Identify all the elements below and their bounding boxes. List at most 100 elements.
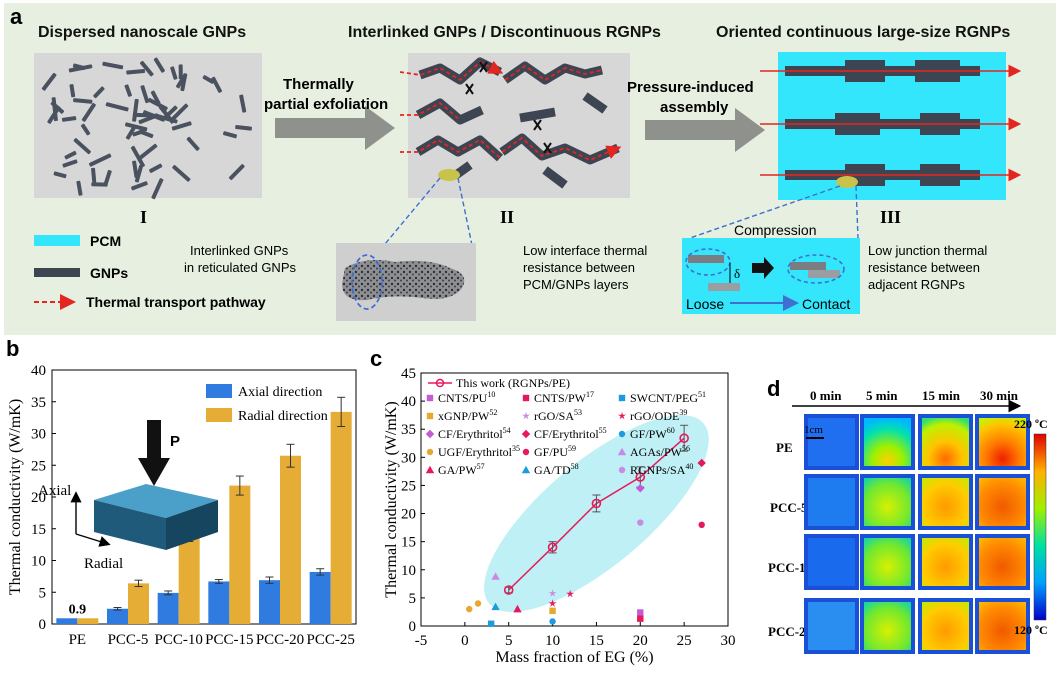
chart-c-legend: This work (RGNPs/PE)CNTS/PU10 CNTS/PW17 SW… — [425, 376, 706, 477]
roman-numeral-2: II — [500, 207, 514, 227]
literature-point — [637, 519, 644, 526]
panel-d: d 0 min 5 min 15 min 30 min PE PCC-5 PCC… — [767, 376, 1048, 654]
stage2-title: Interlinked GNPs / Discontinuous RGNPs — [348, 24, 661, 41]
sample-block-top — [94, 484, 218, 518]
gnp-rod — [150, 90, 161, 105]
bar-axial — [309, 571, 331, 624]
low-junction-line3: adjacent RGNPs — [868, 277, 965, 292]
panel-c-label: c — [370, 346, 382, 371]
literature-point — [549, 607, 556, 615]
gnp-rod — [132, 98, 139, 122]
gap-delta: δ — [734, 266, 740, 281]
y-tick-label: 25 — [31, 458, 46, 474]
sample-block-side — [166, 500, 218, 550]
bar-axial — [56, 618, 78, 624]
loose-highlight — [685, 248, 731, 276]
contact-sheet-top — [790, 262, 826, 270]
thermal-image — [922, 602, 969, 650]
row-label-pcc20: PCC-20 — [768, 624, 812, 639]
literature-point — [548, 589, 557, 597]
sample-block-front — [94, 500, 166, 550]
gnp-rod — [140, 85, 150, 104]
stage1-box — [34, 53, 262, 198]
thermal-image — [979, 418, 1026, 466]
literature-point — [474, 600, 482, 607]
thermal-image — [864, 478, 911, 526]
legend-marker — [426, 394, 434, 402]
gnp-rod — [211, 76, 223, 93]
gnp-rod — [137, 143, 158, 161]
gnp-rod — [105, 102, 129, 112]
legend-marker — [618, 411, 626, 420]
color-scale-bar — [1033, 433, 1047, 621]
literature-point — [636, 484, 645, 493]
y-tick-label: 40 — [401, 394, 416, 410]
this-work-point — [503, 585, 514, 595]
x-tick-label: 15 — [589, 633, 604, 649]
legend-path-label: Thermal transport pathway — [86, 294, 266, 310]
stage1-title: Dispersed nanoscale GNPs — [38, 24, 246, 41]
gnp-rod — [130, 145, 145, 168]
gnp-rod — [154, 113, 178, 124]
y-axis-label: Thermal conductivity (W/mK) — [7, 399, 24, 595]
x-tick-label: PCC-15 — [205, 632, 253, 648]
thermal-image — [864, 602, 911, 650]
row-label-pcc10: PCC-10 — [768, 560, 812, 575]
callout-highlight-ellipse — [351, 254, 383, 310]
literature-point — [491, 602, 500, 611]
broken-path-marks — [465, 61, 552, 154]
thermal-image — [808, 602, 855, 650]
low-junction-line1: Low junction thermal — [868, 243, 987, 258]
this-work-point — [591, 498, 602, 509]
trend-ellipse — [484, 415, 709, 612]
legend-marker — [521, 429, 531, 439]
gnp-rod — [132, 129, 146, 137]
y-tick-label: 40 — [31, 363, 46, 379]
bar-radial — [229, 485, 251, 624]
legend-label: GF/PW60 — [630, 426, 675, 441]
legend-marker — [618, 466, 626, 474]
gnp-rod — [132, 160, 139, 178]
panel-a: a Dispersed nanoscale GNPs Interlinked G… — [4, 3, 1056, 335]
bar-radial — [128, 583, 149, 624]
roman-numeral-3: III — [880, 207, 901, 227]
gnp-rod — [124, 84, 132, 97]
callout-text-line2: in reticulated GNPs — [184, 260, 296, 275]
gnp-rod — [91, 167, 97, 183]
legend-label: GA/TD58 — [534, 462, 579, 477]
literature-point — [548, 599, 557, 607]
gnp-rod — [170, 66, 178, 80]
x-tick-label: PCC-20 — [256, 632, 304, 648]
y-tick-label: 35 — [401, 422, 416, 438]
legend-marker — [522, 411, 530, 420]
legend-marker — [521, 465, 531, 474]
legend-gnps-label: GNPs — [90, 265, 128, 281]
y-axis-label: Thermal conductivity (W/mK) — [383, 401, 400, 597]
compression-label: Compression — [734, 222, 816, 238]
y-tick-label: 35 — [31, 395, 46, 411]
junction-highlight-2 — [438, 169, 460, 181]
thermal-image — [979, 478, 1026, 526]
legend-marker — [522, 448, 530, 456]
gnp-rod — [102, 61, 124, 70]
gnp-rod — [131, 181, 148, 191]
legend-pcm-swatch — [34, 235, 80, 246]
y-tick-label: 0 — [39, 617, 47, 633]
legend-swatch — [206, 408, 232, 422]
gnp-rod — [151, 178, 164, 200]
gnp-rod — [138, 113, 159, 125]
loose-sheet-top — [688, 255, 724, 263]
legend-marker — [522, 394, 530, 402]
gnp-rod — [126, 69, 146, 75]
gnp-rod — [178, 64, 183, 80]
gnp-rod — [72, 63, 86, 71]
literature-point — [513, 604, 522, 613]
row-label-pe: PE — [776, 440, 793, 455]
y-tick-label: 15 — [31, 522, 46, 538]
pressure-arrow-shaft — [147, 420, 161, 460]
literature-point — [549, 618, 556, 625]
gnp-rod — [76, 180, 83, 196]
gnp-rod — [149, 163, 163, 173]
bar-radial — [178, 535, 200, 624]
